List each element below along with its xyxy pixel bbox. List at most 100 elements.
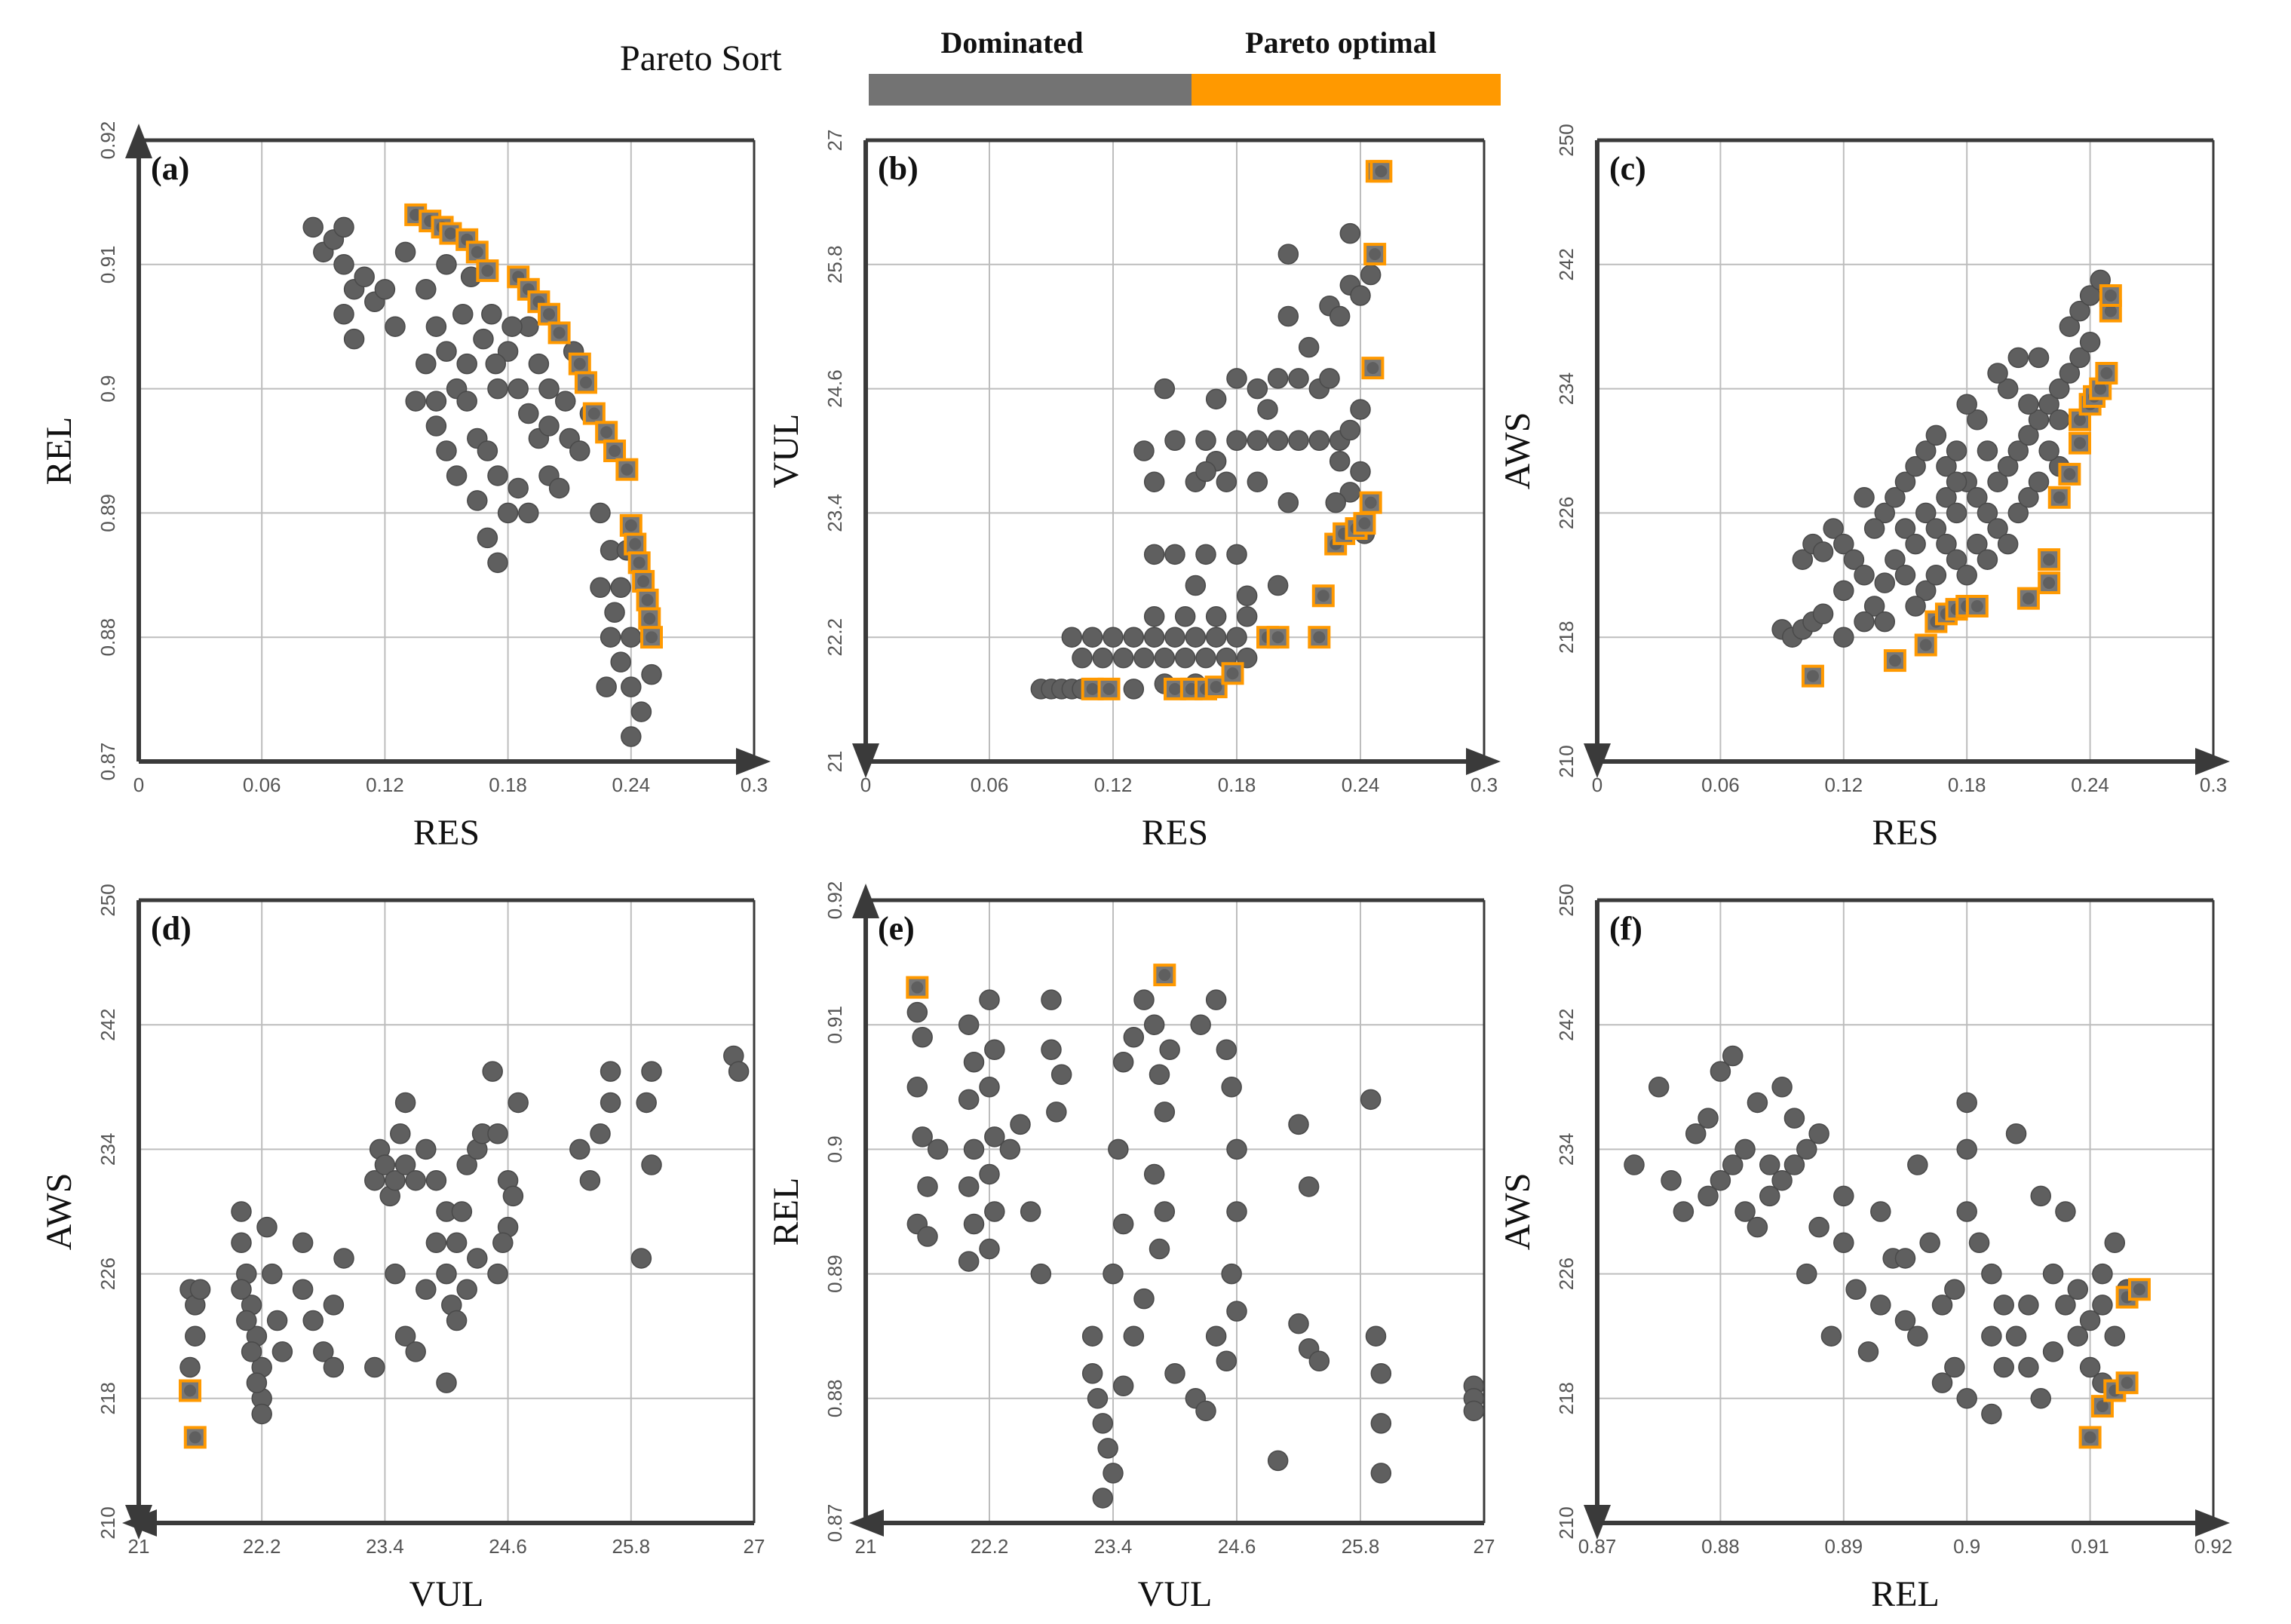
- dominated-point: [1092, 1488, 1114, 1509]
- pareto-point-core: [621, 463, 633, 476]
- dominated-point: [1812, 603, 1834, 625]
- dominated-point: [1195, 461, 1216, 483]
- dominated-point: [621, 627, 642, 648]
- panel-f-y-tick-label: 226: [1555, 1258, 1578, 1290]
- dominated-point: [1993, 1295, 2014, 1316]
- panel-a-y-tick-label: 0.88: [97, 618, 119, 657]
- legend-dominated-label: Dominated: [941, 26, 1084, 60]
- dominated-point: [1143, 605, 1165, 627]
- dominated-point: [1907, 1325, 1928, 1347]
- dominated-point: [1149, 1064, 1170, 1086]
- dominated-point: [1747, 1216, 1768, 1238]
- panel-e-x-tick-label: 24.6: [1218, 1535, 1256, 1558]
- pareto-point-core: [2073, 437, 2086, 449]
- dominated-point: [1370, 1363, 1392, 1384]
- dominated-point: [1823, 518, 1844, 539]
- dominated-point: [456, 391, 477, 412]
- dominated-point: [2079, 1356, 2101, 1378]
- panel-c-x-axis-label: RES: [1872, 813, 1938, 853]
- dominated-point: [1771, 1077, 1793, 1098]
- dominated-point: [1843, 549, 1865, 570]
- dominated-point: [600, 1061, 621, 1082]
- pareto-point-core: [189, 1431, 201, 1444]
- dominated-point: [323, 1295, 345, 1316]
- dominated-point: [1226, 430, 1247, 452]
- dominated-point: [1981, 1263, 2002, 1285]
- panel-d-y-tick-label: 250: [97, 884, 119, 916]
- dominated-point: [1956, 1388, 1977, 1409]
- dominated-point: [482, 1061, 503, 1082]
- dominated-point: [1698, 1108, 1719, 1129]
- dominated-point: [1894, 565, 1916, 586]
- panel-c: 0 0.06 0.12 0.18 0.24 0.3 210 218 226 234 242 250 RE…: [1498, 124, 2230, 853]
- scatter-panels: 0 0.06 0.12 0.18 0.24 0.3 0.87 0.88 0.89 0.9 0.91 0…: [39, 121, 2232, 1614]
- dominated-point: [313, 1341, 334, 1362]
- dominated-point: [1981, 1325, 2002, 1347]
- dominated-point: [302, 216, 324, 238]
- dominated-point: [385, 1169, 406, 1191]
- pareto-point-core: [1366, 362, 1379, 375]
- dominated-point: [2067, 1325, 2089, 1347]
- dominated-point: [487, 465, 508, 486]
- panel-f-y-tick-label: 242: [1555, 1009, 1578, 1041]
- panel-b-x-tick-label: 0.3: [1471, 774, 1498, 796]
- pareto-point-core: [1369, 248, 1382, 261]
- dominated-point: [2028, 347, 2050, 369]
- dominated-point: [1360, 1089, 1382, 1111]
- dominated-point: [2092, 1263, 2113, 1285]
- dominated-point: [1771, 1169, 1793, 1191]
- panel-c-y-arrow-icon: [1584, 743, 1611, 778]
- dominated-point: [1967, 487, 1988, 508]
- dominated-point: [912, 1026, 933, 1048]
- panel-d-x-tick-label: 24.6: [489, 1535, 527, 1558]
- panel-b-y-tick-label: 22.2: [823, 618, 846, 657]
- dominated-point: [569, 1138, 590, 1160]
- dominated-point: [1747, 1092, 1768, 1114]
- dominated-point: [610, 651, 631, 673]
- dominated-point: [1050, 1064, 1072, 1086]
- panel-a-x-tick-label: 0.3: [741, 774, 768, 796]
- dominated-point: [1936, 455, 1957, 477]
- dominated-point: [979, 1077, 1000, 1098]
- dominated-point: [641, 663, 662, 685]
- dominated-point: [446, 1310, 468, 1331]
- panel-c-y-axis-label: AWS: [1498, 412, 1538, 490]
- panel-b-label: (b): [878, 150, 919, 187]
- dominated-point: [1808, 1123, 1829, 1144]
- dominated-point: [963, 1213, 985, 1235]
- dominated-point: [1123, 1026, 1145, 1048]
- dominated-point: [1463, 1400, 1485, 1422]
- pareto-point: [574, 371, 597, 394]
- panel-e-x-tick-label: 23.4: [1094, 1535, 1133, 1558]
- dominated-point: [1298, 1176, 1320, 1197]
- dominated-point: [1833, 1185, 1854, 1207]
- dominated-point: [2030, 1185, 2051, 1207]
- panel-d-x-axis-label: VUL: [409, 1574, 484, 1614]
- pareto-point: [1801, 664, 1824, 688]
- dominated-point: [487, 1123, 508, 1144]
- pareto-point-core: [2043, 577, 2056, 590]
- dominated-point: [1133, 989, 1155, 1010]
- pareto-point-core: [1806, 670, 1819, 682]
- dominated-point: [1081, 627, 1103, 648]
- dominated-point: [621, 676, 642, 697]
- dominated-point: [1661, 1169, 1682, 1191]
- panel-d-y-axis-label: AWS: [39, 1173, 79, 1251]
- dominated-point: [508, 477, 529, 499]
- dominated-point: [1833, 533, 1854, 555]
- dominated-point: [1915, 502, 1937, 524]
- pareto-point-core: [1888, 654, 1901, 667]
- dominated-point: [185, 1325, 206, 1347]
- panel-c-y-tick-label: 234: [1555, 372, 1578, 405]
- dominated-point: [1133, 1288, 1155, 1310]
- pareto-point-core: [646, 631, 658, 644]
- dominated-point: [590, 502, 611, 524]
- dominated-point: [1648, 1077, 1670, 1098]
- dominated-point: [1987, 471, 2008, 492]
- pareto-point-core: [1169, 682, 1181, 695]
- dominated-point: [508, 378, 529, 400]
- dominated-point: [390, 1123, 411, 1144]
- dominated-point: [2005, 1123, 2027, 1144]
- dominated-point: [538, 415, 560, 437]
- dominated-point: [518, 403, 539, 424]
